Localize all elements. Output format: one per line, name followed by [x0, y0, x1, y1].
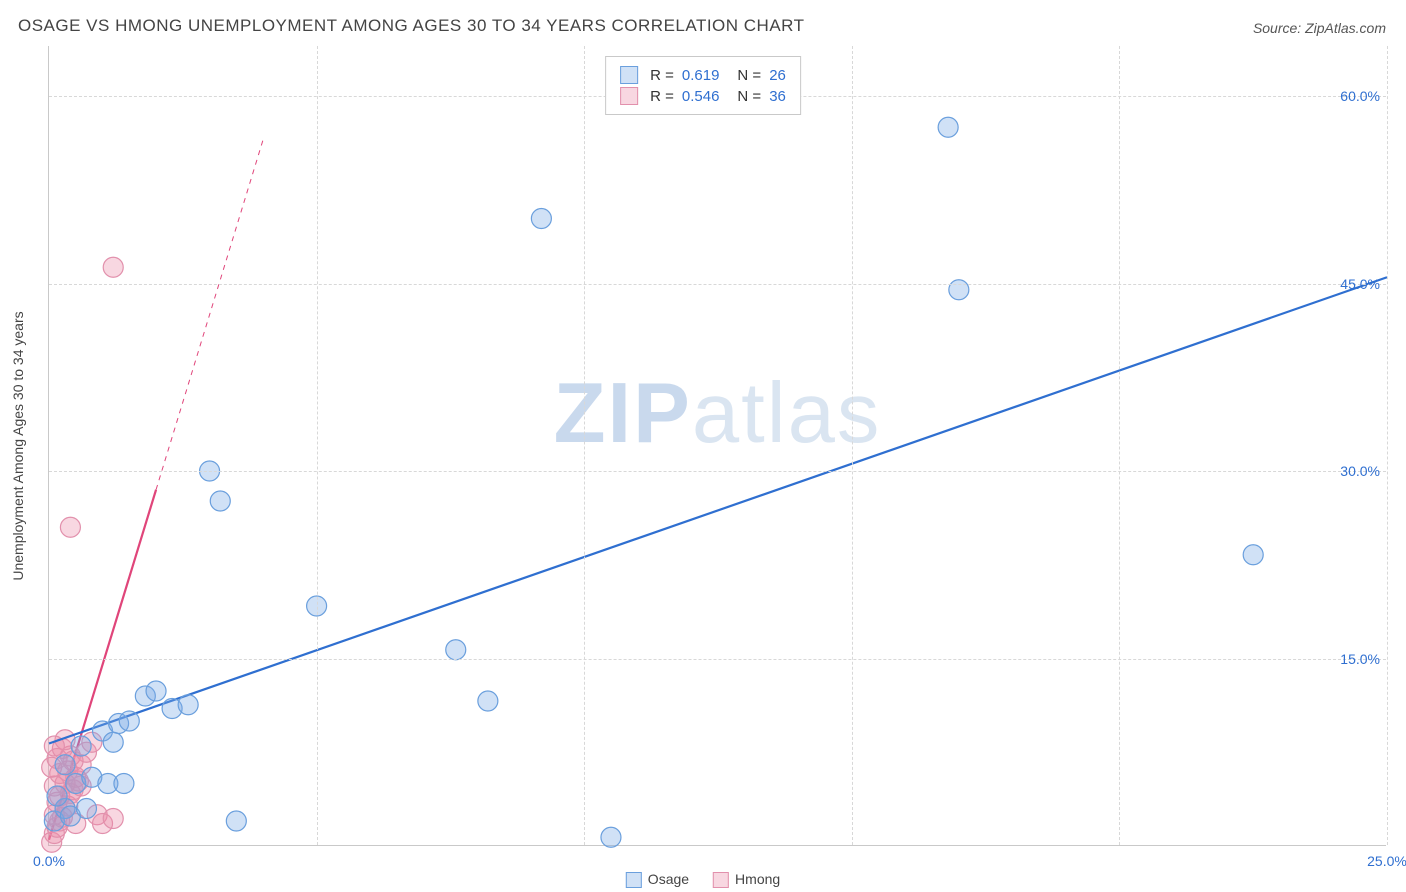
y-tick-label: 15.0% — [1340, 651, 1380, 667]
gridline-v — [1119, 46, 1120, 845]
data-point — [71, 736, 91, 756]
data-point — [146, 681, 166, 701]
x-tick-label: 0.0% — [33, 853, 65, 869]
n-value: 36 — [769, 88, 786, 105]
gridline-v — [1387, 46, 1388, 845]
data-point — [1243, 545, 1263, 565]
y-axis-label: Unemployment Among Ages 30 to 34 years — [10, 311, 26, 580]
plot-svg — [49, 46, 1386, 845]
series-legend: Osage Hmong — [626, 871, 780, 888]
trend-line — [49, 277, 1387, 743]
legend-swatch — [626, 872, 642, 888]
gridline-h — [49, 471, 1386, 472]
legend-label: Hmong — [735, 871, 780, 887]
legend-swatch — [620, 66, 638, 84]
data-point — [210, 491, 230, 511]
gridline-v — [584, 46, 585, 845]
chart-title: OSAGE VS HMONG UNEMPLOYMENT AMONG AGES 3… — [18, 16, 805, 36]
data-point — [601, 827, 621, 847]
data-point — [119, 711, 139, 731]
data-point — [478, 691, 498, 711]
data-point — [60, 517, 80, 537]
source-label: Source: ZipAtlas.com — [1253, 20, 1386, 36]
n-label: N = — [737, 67, 761, 84]
legend-label: Osage — [648, 871, 689, 887]
gridline-v — [852, 46, 853, 845]
data-point — [103, 732, 123, 752]
gridline-h — [49, 284, 1386, 285]
correlation-legend: R = 0.619 N = 26 R = 0.546 N = 36 — [605, 56, 801, 115]
r-value: 0.546 — [682, 88, 720, 105]
y-tick-label: 60.0% — [1340, 88, 1380, 104]
n-label: N = — [737, 88, 761, 105]
y-tick-label: 45.0% — [1340, 276, 1380, 292]
data-point — [178, 695, 198, 715]
data-point — [531, 209, 551, 229]
gridline-h — [49, 659, 1386, 660]
legend-swatch — [713, 872, 729, 888]
legend-item: Osage — [626, 871, 689, 888]
r-label: R = — [650, 67, 674, 84]
n-value: 26 — [769, 67, 786, 84]
r-value: 0.619 — [682, 67, 720, 84]
legend-swatch — [620, 87, 638, 105]
data-point — [103, 257, 123, 277]
legend-item: Hmong — [713, 871, 780, 888]
x-tick-label: 25.0% — [1367, 853, 1406, 869]
legend-row: R = 0.619 N = 26 — [620, 66, 786, 84]
data-point — [47, 786, 67, 806]
plot-area: ZIPatlas 15.0%30.0%45.0%60.0%0.0%25.0% — [48, 46, 1386, 846]
chart-container: OSAGE VS HMONG UNEMPLOYMENT AMONG AGES 3… — [0, 0, 1406, 892]
r-label: R = — [650, 88, 674, 105]
data-point — [226, 811, 246, 831]
trend-line-extension — [156, 140, 263, 490]
data-point — [446, 640, 466, 660]
data-point — [938, 117, 958, 137]
data-point — [55, 755, 75, 775]
gridline-v — [317, 46, 318, 845]
y-tick-label: 30.0% — [1340, 463, 1380, 479]
legend-row: R = 0.546 N = 36 — [620, 87, 786, 105]
data-point — [103, 809, 123, 829]
data-point — [114, 774, 134, 794]
data-point — [76, 799, 96, 819]
